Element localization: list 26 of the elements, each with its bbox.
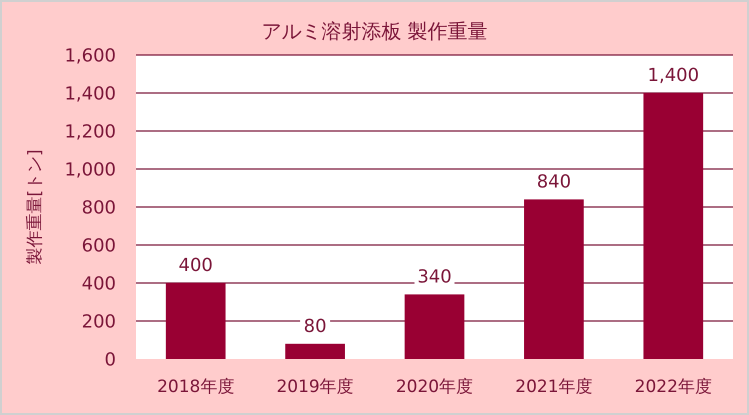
data-label: 80 [304,316,327,337]
y-tick-label: 600 [82,235,116,256]
x-tick-label: 2019年度 [276,377,354,397]
data-label: 1,400 [648,65,700,86]
data-label: 400 [178,255,213,276]
data-label: 840 [536,171,572,192]
y-tick-label: 1,400 [64,83,116,104]
bar [166,283,226,359]
data-label: 340 [417,266,452,288]
y-tick-label: 1,200 [64,121,116,142]
bar [404,294,464,359]
y-tick-label: 1,600 [64,45,116,66]
y-tick-label: 1,000 [64,159,116,180]
bar [524,199,584,359]
y-tick-label: 0 [104,349,116,370]
y-tick-label: 400 [82,273,116,294]
x-tick-label: 2020年度 [396,377,474,397]
x-tick-label: 2021年度 [515,377,593,397]
x-tick-label: 2022年度 [634,377,712,397]
y-axis-title: 製作重量[トン] [25,149,45,265]
chart-title: アルミ溶射添板 製作重量 [261,19,488,43]
y-tick-label: 800 [82,197,116,218]
bar [285,344,345,359]
y-tick-label: 200 [82,311,116,332]
bar [643,93,704,359]
x-tick-label: 2018年度 [157,377,234,397]
